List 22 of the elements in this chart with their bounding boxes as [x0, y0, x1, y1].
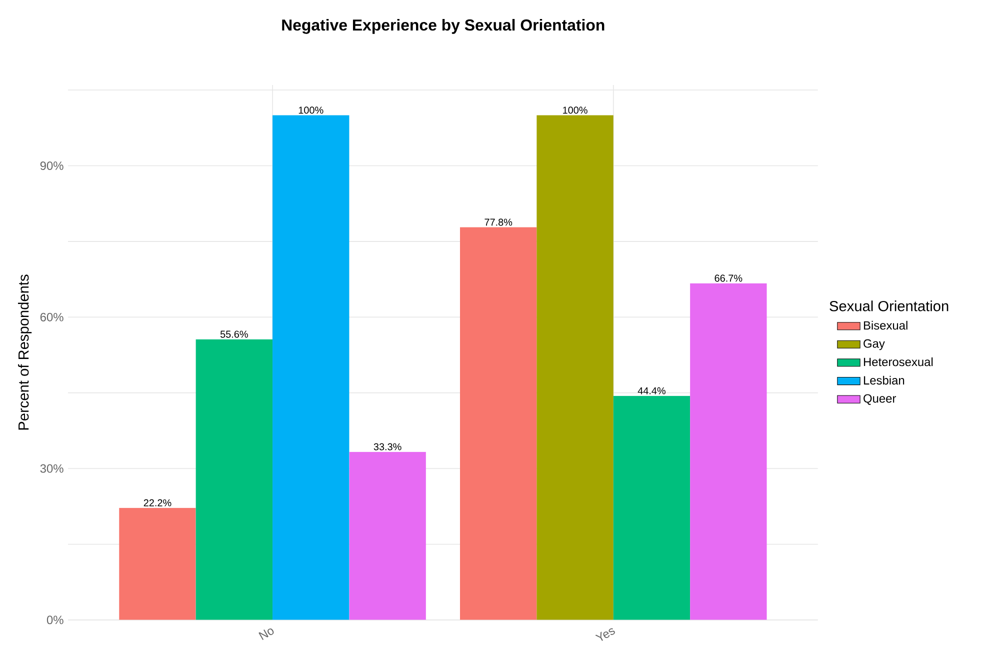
- data-label: 44.4%: [638, 387, 666, 394]
- x-tick-label: Yes: [595, 628, 615, 641]
- data-label: 100%: [298, 106, 324, 114]
- legend-title: Sexual Orientation: [830, 300, 948, 312]
- data-label: 66.7%: [714, 274, 742, 282]
- legend-label: Lesbian: [864, 376, 904, 385]
- legend-label: Queer: [864, 394, 896, 405]
- y-tick-label: 90%: [40, 162, 64, 170]
- data-label: 77.8%: [484, 218, 512, 226]
- x-tick-label: No: [258, 628, 274, 640]
- y-tick-label: 30%: [40, 464, 64, 473]
- data-label: 55.6%: [220, 330, 248, 338]
- y-axis-title: Percent of Respondents: [18, 274, 32, 430]
- data-label: 22.2%: [144, 499, 172, 506]
- y-tick-label: 0%: [46, 616, 64, 624]
- data-label: 33.3%: [374, 443, 402, 450]
- chart-title: Negative Experience by Sexual Orientation: [282, 19, 604, 34]
- legend-label: Gay: [864, 339, 885, 350]
- data-label: 100%: [563, 106, 588, 114]
- y-tick-label: 60%: [40, 312, 64, 322]
- legend-label: Heterosexual: [864, 357, 933, 366]
- legend-label: Bisexual: [864, 320, 908, 330]
